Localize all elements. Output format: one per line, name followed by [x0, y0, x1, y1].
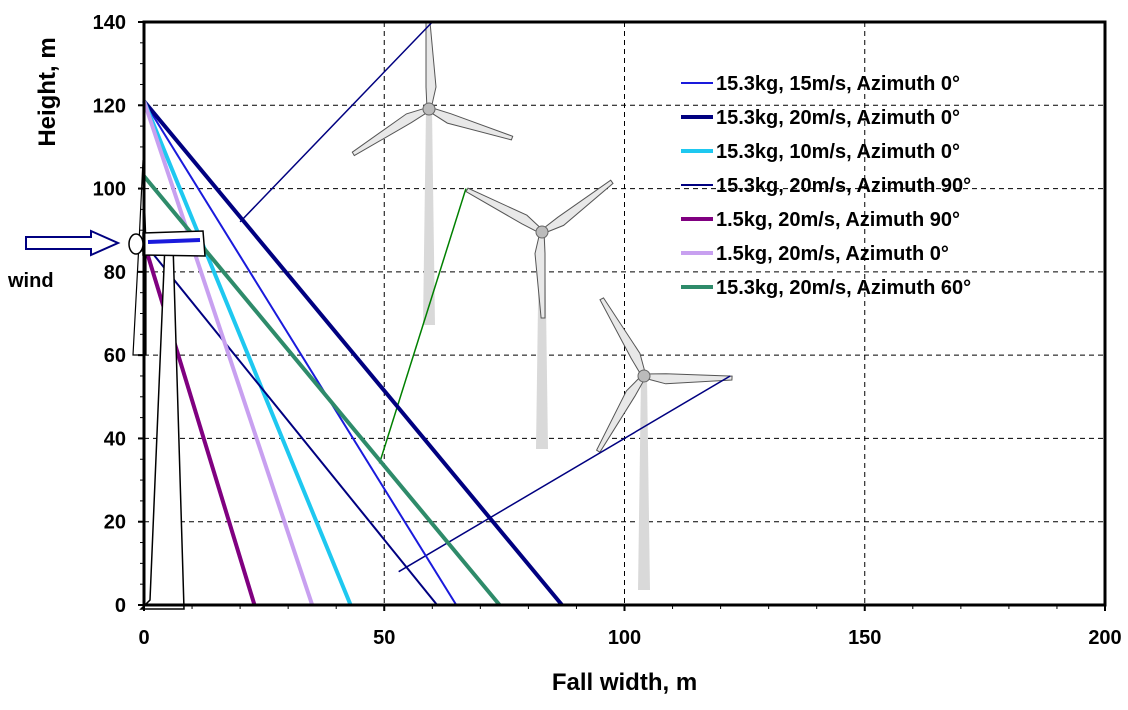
x-tick-label: 150: [848, 627, 881, 649]
main-turbine: [129, 160, 205, 609]
y-tick-label: 0: [115, 595, 126, 617]
wind-arrow-icon: [26, 231, 118, 255]
legend-label: 1.5kg, 20m/s, Azimuth 0°: [716, 243, 949, 265]
turbine-illustrations: [352, 21, 732, 590]
y-tick-label: 60: [104, 345, 126, 367]
turbine-hub: [638, 370, 650, 382]
series-line: [144, 101, 456, 605]
nacelle-stripe: [148, 240, 200, 242]
turbine-icon: [597, 298, 733, 590]
legend: 15.3kg, 15m/s, Azimuth 0° 15.3kg, 20m/s, …: [681, 73, 971, 299]
tick-labels: 0 50 100 150 200 0 20 40 60 80 100 120 140: [93, 12, 1122, 649]
turbine-hub: [536, 226, 548, 238]
x-axis-title: Fall width, m: [552, 669, 697, 696]
legend-label: 1.5kg, 20m/s, Azimuth 90°: [716, 209, 960, 231]
legend-label: 15.3kg, 10m/s, Azimuth 0°: [716, 141, 960, 163]
wind-annotation: wind: [7, 231, 118, 292]
turbine-hub: [423, 103, 435, 115]
turbine-icon: [466, 180, 613, 449]
x-tick-label: 200: [1088, 627, 1121, 649]
x-tick-label: 0: [138, 627, 149, 649]
legend-label: 15.3kg, 20m/s, Azimuth 60°: [716, 277, 971, 299]
y-axis-title: Height, m: [34, 37, 61, 146]
tower-shape: [141, 244, 184, 609]
series-line: [144, 243, 437, 605]
y-tick-label: 20: [104, 512, 126, 534]
y-tick-label: 80: [104, 262, 126, 284]
turbine-blade: [426, 21, 436, 109]
legend-label: 15.3kg, 20m/s, Azimuth 0°: [716, 107, 960, 129]
callout-line: [379, 189, 465, 464]
turbine-tower: [638, 376, 650, 590]
y-tick-label: 120: [93, 95, 126, 117]
y-tick-label: 140: [93, 12, 126, 34]
turbine-blade: [535, 232, 545, 318]
series-lines: [144, 101, 562, 605]
series-line: [144, 101, 562, 605]
legend-label: 15.3kg, 20m/s, Azimuth 90°: [716, 175, 971, 197]
y-tick-label: 100: [93, 179, 126, 201]
x-tick-label: 50: [373, 627, 395, 649]
x-tick-label: 100: [608, 627, 641, 649]
grid: [144, 22, 1105, 605]
turbine-blade: [600, 298, 646, 377]
legend-label: 15.3kg, 15m/s, Azimuth 0°: [716, 73, 960, 95]
callout-lines: [240, 22, 730, 572]
turbine-blade: [428, 107, 512, 140]
turbine-blade: [352, 107, 430, 155]
turbine-icon: [352, 21, 512, 325]
wind-label: wind: [7, 270, 54, 292]
y-tick-label: 40: [104, 428, 126, 450]
turbine-blade: [466, 188, 543, 234]
